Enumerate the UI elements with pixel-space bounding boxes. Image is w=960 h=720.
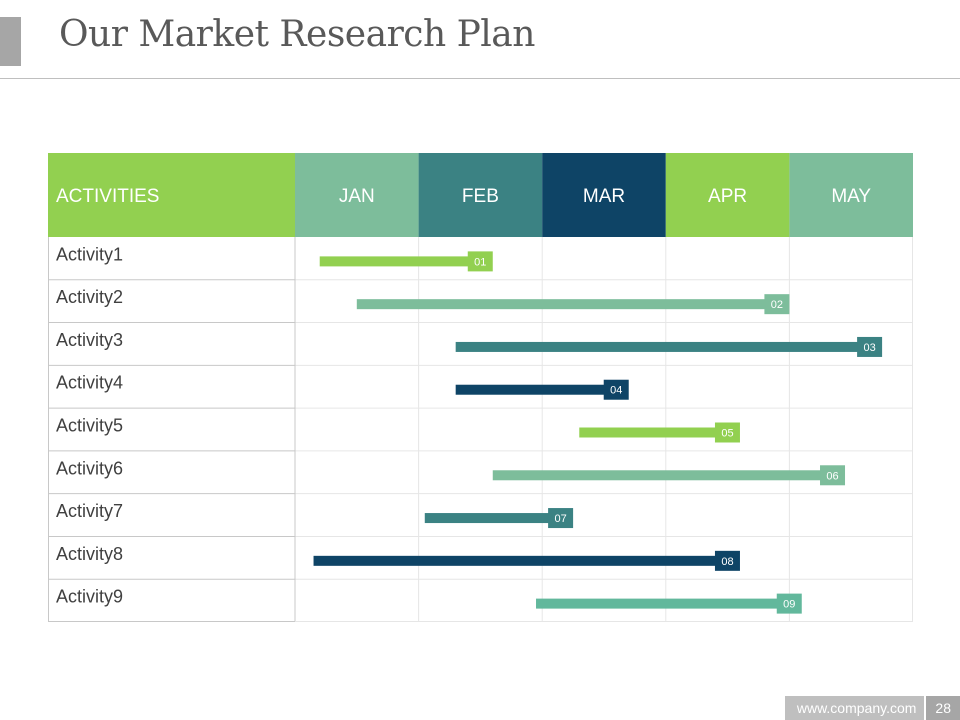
- activity-label: Activity4: [56, 373, 123, 393]
- activity-bar: [455, 384, 606, 395]
- activity-tag: [820, 465, 846, 486]
- activity-tag-label: 05: [721, 428, 733, 440]
- title-divider: [0, 78, 960, 79]
- activity-bar: [492, 470, 823, 481]
- activity-bar: [579, 427, 717, 438]
- header-cell-feb: [418, 153, 543, 237]
- activity-label: Activity5: [56, 416, 123, 436]
- month-label-apr: APR: [708, 186, 747, 207]
- header-cell-activities: [48, 153, 295, 237]
- activity-tag-label: 06: [826, 470, 838, 482]
- activity-tag-label: 09: [783, 599, 795, 611]
- month-label-feb: FEB: [462, 186, 499, 207]
- activity-label: Activity7: [56, 501, 123, 521]
- month-label-mar: MAR: [583, 186, 625, 207]
- activity-tag: [764, 294, 790, 315]
- activity-tag-label: 01: [474, 256, 486, 268]
- activity-bar: [424, 513, 551, 524]
- activity-label: Activity9: [56, 587, 123, 607]
- gantt-header: ACTIVITIES JAN FEB MAR APR MAY: [48, 153, 913, 237]
- activity-bar: [313, 555, 717, 566]
- header-label-activities: ACTIVITIES: [56, 186, 159, 207]
- title-accent-bar: [0, 17, 21, 66]
- header-cell-jan: [295, 153, 419, 237]
- activity-bar: [356, 299, 767, 310]
- activity-tag: [548, 508, 574, 529]
- month-label-may: MAY: [831, 186, 871, 207]
- activity-tag: [467, 251, 493, 272]
- activity-tag: [603, 379, 629, 400]
- month-label-jan: JAN: [339, 186, 375, 207]
- header-cell-may: [789, 153, 913, 237]
- activity-tag-label: 07: [554, 513, 566, 525]
- page-number: 28: [926, 696, 960, 720]
- activity-tag: [776, 593, 802, 614]
- activity-label: Activity3: [56, 330, 123, 350]
- activity-label: Activity8: [56, 544, 123, 564]
- gantt-rows: Activity1 Activity2 Activity3 Activity4 Acti…: [56, 244, 123, 606]
- activity-label: Activity2: [56, 287, 123, 307]
- activity-tag-label: 04: [610, 385, 622, 397]
- gantt-bars: 01 02 03 04 05 06 07 08 09: [313, 251, 883, 614]
- activity-bar: [319, 256, 470, 267]
- activity-label: Activity6: [56, 458, 123, 478]
- activity-bar: [536, 598, 779, 609]
- header-cell-apr: [665, 153, 790, 237]
- activity-tag-label: 08: [721, 556, 733, 568]
- footer-website: www.company.com: [784, 696, 925, 720]
- activity-tag-label: 02: [771, 299, 783, 311]
- footer: www.company.com 28: [784, 696, 960, 720]
- activity-tag: [857, 336, 883, 357]
- activity-label: Activity1: [56, 244, 123, 264]
- activity-bar: [455, 341, 860, 352]
- page-title: Our Market Research Plan: [59, 14, 535, 55]
- header-cell-mar: [542, 153, 666, 237]
- activity-tag: [714, 550, 740, 571]
- activity-tag-label: 03: [863, 342, 875, 354]
- activity-tag: [714, 422, 740, 443]
